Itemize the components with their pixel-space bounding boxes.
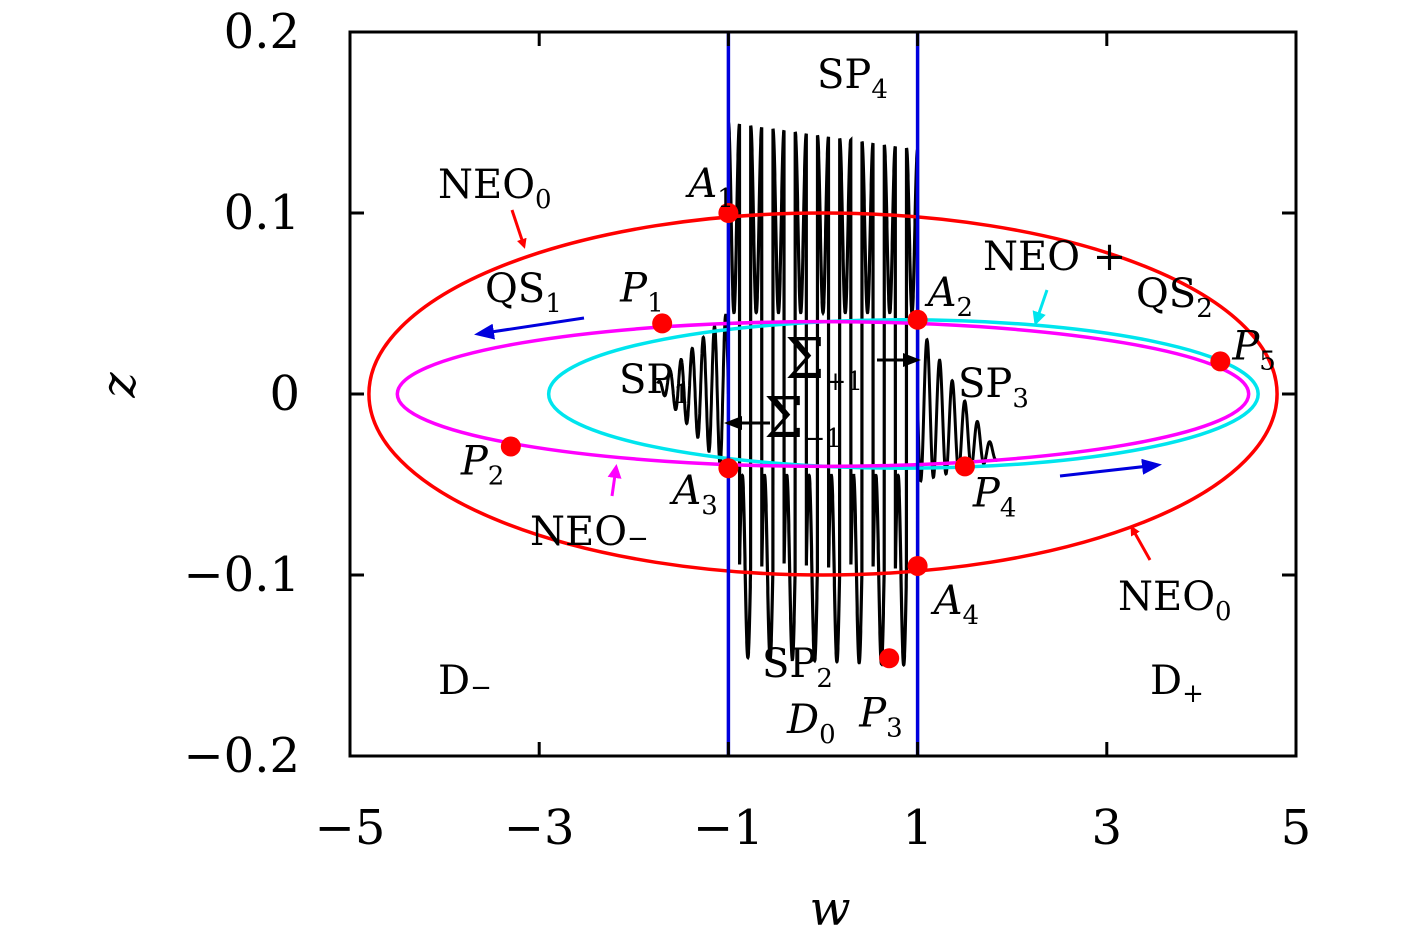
point-a2 — [907, 309, 928, 330]
plot-frame — [348, 30, 1298, 758]
y-tick-label: 0 — [269, 366, 300, 422]
x-tick-label: −3 — [504, 800, 575, 856]
y-tick-label: 0.1 — [224, 185, 300, 241]
neo-plus-ellipse — [546, 318, 1260, 470]
x-tick-label: 5 — [1281, 800, 1312, 856]
sp1-label: SP1 — [619, 357, 690, 410]
point-label-a3: A3 — [668, 468, 717, 521]
annotation-arrows — [474, 209, 1162, 561]
neo-minus-arrow — [607, 464, 622, 497]
neo0-top-label: NEO0 — [438, 162, 552, 215]
point-p5 — [1210, 351, 1231, 372]
y-tick-label: 0.2 — [224, 4, 300, 60]
y-tick-label: −0.1 — [183, 547, 300, 603]
point-p2 — [500, 436, 521, 457]
sp4-label: SP4 — [817, 52, 888, 105]
qs1-direction-arrow — [474, 316, 585, 340]
point-label-a2: A2 — [924, 270, 973, 323]
neo0-ellipse — [367, 211, 1279, 577]
point-labels: A1 A2 A3 A4 P1 P2 P3 P4 P5 — [460, 161, 1276, 743]
point-a1 — [718, 203, 739, 223]
oscillation-curve — [726, 121, 920, 668]
x-tick-label: 3 — [1092, 800, 1123, 856]
tick-marks — [348, 30, 1298, 758]
qs2-label: QS2 — [1136, 271, 1213, 324]
sp2-label: SP2 — [762, 641, 833, 694]
x-tick-label: −1 — [693, 800, 764, 856]
qs2-direction-arrow — [1059, 458, 1162, 478]
point-a4 — [907, 555, 928, 576]
neo-minus-ellipse — [395, 319, 1251, 469]
point-label-a4: A4 — [930, 578, 979, 631]
point-p1 — [652, 313, 673, 334]
d-zero-label: D0 — [786, 697, 836, 750]
y-axis-label: z — [91, 372, 147, 399]
annotations: SP4 NEO0 QS1 NEO + QS2 SP1 SP3 Σ+1 Σ−1 N… — [438, 52, 1232, 750]
neo-plus-label: NEO + — [983, 234, 1126, 280]
point-a3 — [718, 458, 739, 479]
neo0-bottom-label: NEO0 — [1118, 574, 1232, 627]
qs1-label: QS1 — [485, 266, 562, 319]
point-p3 — [879, 648, 900, 669]
d-plus-label: D+ — [1150, 658, 1204, 709]
sp3-label: SP3 — [958, 361, 1029, 414]
neo0-bottom-arrow — [1130, 525, 1152, 561]
point-label-p5: P5 — [1231, 323, 1275, 376]
x-tick-label: −5 — [315, 800, 386, 856]
sigma-minus-label: Σ−1 — [764, 386, 842, 454]
points-layer — [500, 203, 1231, 669]
y-tick-label: −0.2 — [183, 728, 300, 784]
oscillation-tail-left — [656, 313, 730, 469]
point-label-p3: P3 — [858, 690, 902, 743]
tick-labels: −5 −3 −1 1 3 5 0.2 0.1 0 −0.1 −0.2 — [183, 4, 1311, 856]
point-label-p4: P4 — [972, 470, 1016, 523]
point-label-p2: P2 — [460, 438, 504, 491]
neo0-top-arrow — [510, 209, 527, 249]
x-axis-label: w — [809, 881, 850, 931]
point-label-a1: A1 — [684, 161, 733, 214]
neo-plus-arrow — [1032, 289, 1049, 326]
x-tick-label: 1 — [902, 800, 933, 856]
neo-minus-label: NEO− — [530, 509, 649, 555]
point-p4 — [954, 456, 975, 477]
sigma-plus-label: Σ+1 — [785, 327, 863, 397]
curves-layer — [367, 32, 1279, 756]
d-minus-label: D− — [438, 658, 492, 704]
point-label-p1: P1 — [619, 265, 663, 318]
